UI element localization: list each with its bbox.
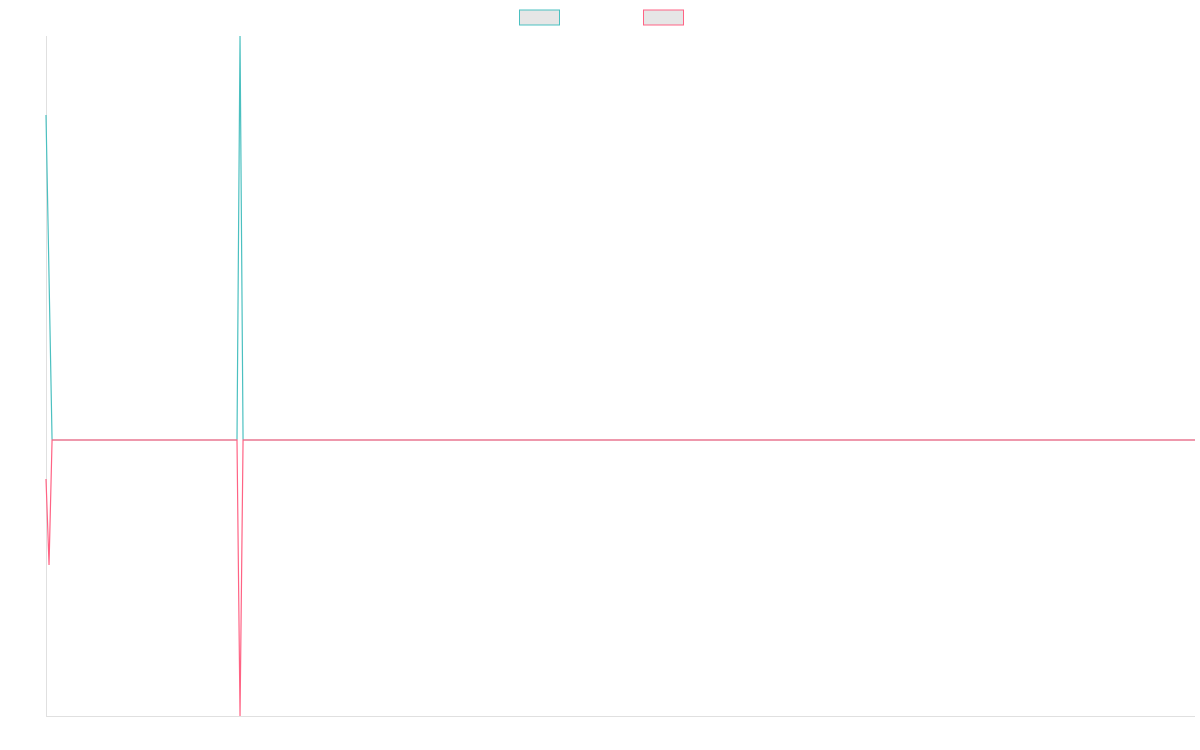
legend-swatch: [519, 9, 560, 26]
line-series: [45, 35, 1195, 441]
line-series: [45, 439, 1195, 717]
legend-swatch: [643, 9, 684, 26]
